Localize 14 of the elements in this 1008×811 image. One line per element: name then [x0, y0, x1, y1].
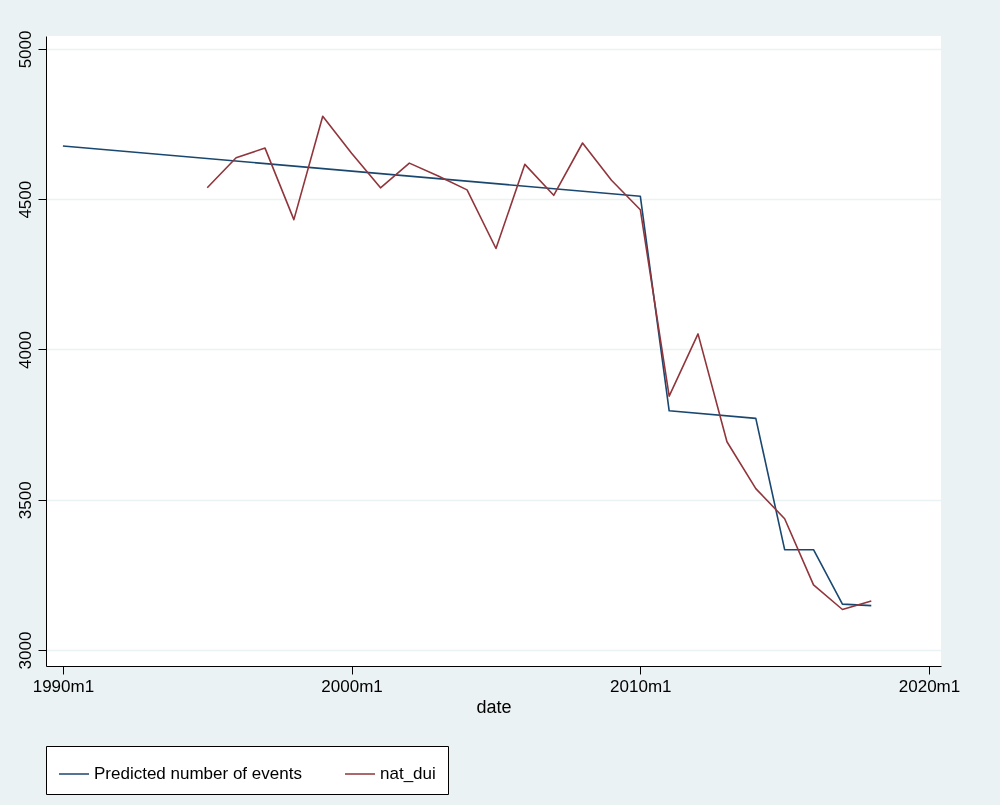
x-tick-label: 2010m1: [610, 676, 672, 696]
y-tick-label: 5000: [15, 30, 35, 69]
legend-label: nat_dui: [380, 764, 436, 783]
legend-label: Predicted number of events: [94, 764, 302, 783]
x-tick-label: 2000m1: [321, 676, 383, 696]
x-axis-title: date: [476, 696, 512, 717]
y-tick-label: 3000: [15, 631, 35, 670]
line-series: [62, 145, 873, 607]
y-tick-label: 4000: [15, 331, 35, 369]
y-tick-label: 4500: [15, 180, 35, 219]
x-tick-label: 2020m1: [898, 676, 961, 696]
line-series: [206, 115, 873, 611]
x-tick-label: 1990m1: [32, 676, 95, 696]
y-tick-label: 3500: [15, 481, 35, 520]
